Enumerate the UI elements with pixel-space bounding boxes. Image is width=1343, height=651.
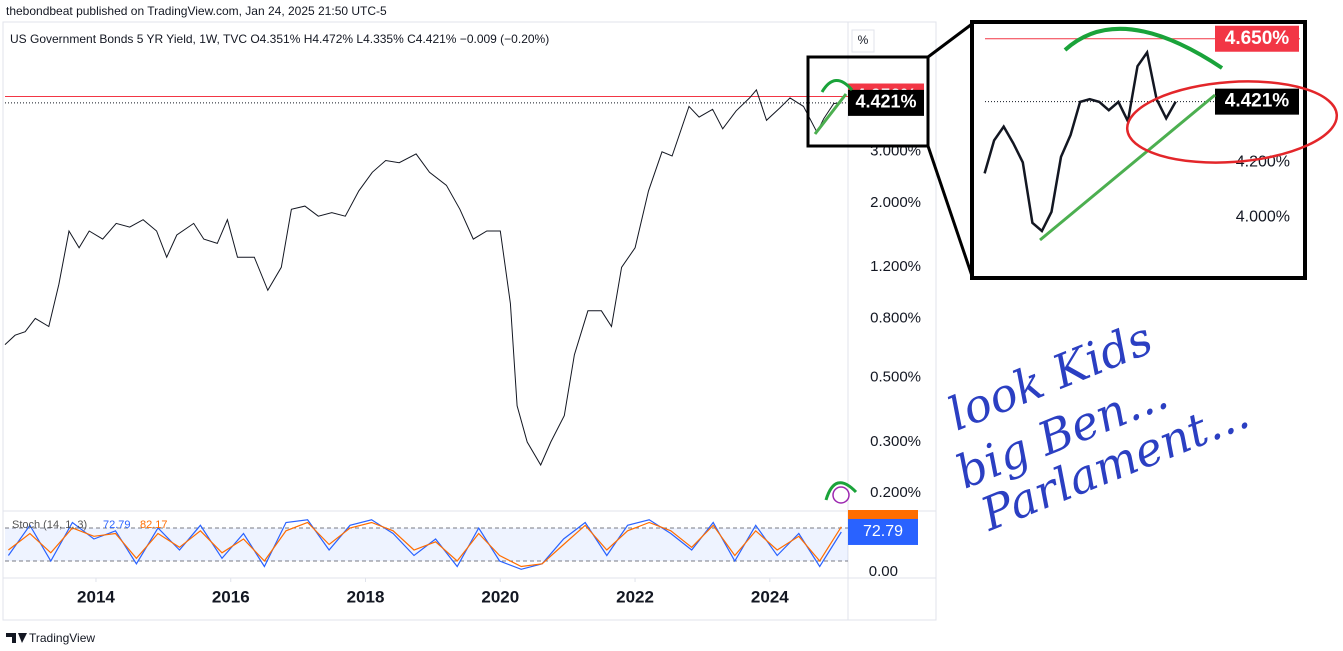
header: thebondbeat published on TradingView.com… xyxy=(6,4,387,18)
indicator-value: 72.79 xyxy=(103,519,131,531)
footer-logo xyxy=(6,633,27,643)
green-arc xyxy=(820,79,854,93)
y-tick-label: 0.500% xyxy=(870,369,921,386)
zoom-inset: 4.000% 4.200% 4.650% 4.421% xyxy=(970,20,1307,280)
x-tick-label: 2014 xyxy=(77,587,115,606)
unit-box xyxy=(851,29,875,53)
indicator-marker xyxy=(848,510,918,520)
zoom-connector xyxy=(926,145,974,277)
trend-line xyxy=(1039,93,1216,242)
series-line xyxy=(4,88,842,467)
green-arc xyxy=(824,481,858,501)
y-tick-label: 2.000% xyxy=(870,194,921,211)
price-label: 4.421% xyxy=(1225,91,1290,112)
y-tick-label: 0.800% xyxy=(870,309,921,326)
zoom-box xyxy=(806,55,930,148)
trend-line xyxy=(813,93,848,135)
y-tick-label: 1.200% xyxy=(870,258,921,275)
x-tick-label: 2022 xyxy=(616,587,654,606)
y-tick-label: 4.200% xyxy=(1236,154,1290,171)
unit-label: % xyxy=(858,33,869,47)
footer: TradingView xyxy=(29,631,95,645)
green-arc xyxy=(1063,26,1224,70)
x-tick-label: 2024 xyxy=(751,587,789,606)
y-tick-label: 0.300% xyxy=(870,433,921,450)
inset-frame xyxy=(970,20,1307,280)
red-circle xyxy=(1125,80,1339,164)
series-line xyxy=(8,521,842,568)
indicator-label: 72.79 xyxy=(863,523,903,540)
price-label-box xyxy=(848,89,924,116)
series-line xyxy=(983,49,1177,233)
symbol-legend: US Government Bonds 5 YR Yield, 1W, TVC … xyxy=(10,32,549,46)
indicator-label-box xyxy=(848,518,918,545)
stoch-pane: 0.00 Stoch (14, 1, 3) 72.79 82.17 72.79 xyxy=(5,510,918,580)
main-pane: 0.200%0.300%0.500%0.800%1.200%2.000%3.00… xyxy=(4,83,924,606)
x-tick-label: 2020 xyxy=(481,587,519,606)
y-tick-label: 0.00 xyxy=(869,563,898,580)
x-tick-label: 2018 xyxy=(347,587,385,606)
annotations xyxy=(813,26,1339,504)
y-tick-label: 0.200% xyxy=(870,484,921,501)
y-tick-label: 4.000% xyxy=(1236,209,1290,226)
price-label: 4.650% xyxy=(1225,28,1290,49)
zoom-connector xyxy=(927,22,973,59)
price-label-box xyxy=(1215,25,1299,52)
indicator-title: Stoch (14, 1, 3) xyxy=(12,519,87,531)
x-tick-label: 2016 xyxy=(212,587,250,606)
chart-frame xyxy=(2,21,937,621)
alert-icon[interactable] xyxy=(832,486,850,504)
price-label: 4.421% xyxy=(855,92,916,112)
indicator-value: 82.17 xyxy=(140,519,168,531)
stoch-band xyxy=(5,528,848,561)
price-label-box xyxy=(1215,88,1299,115)
